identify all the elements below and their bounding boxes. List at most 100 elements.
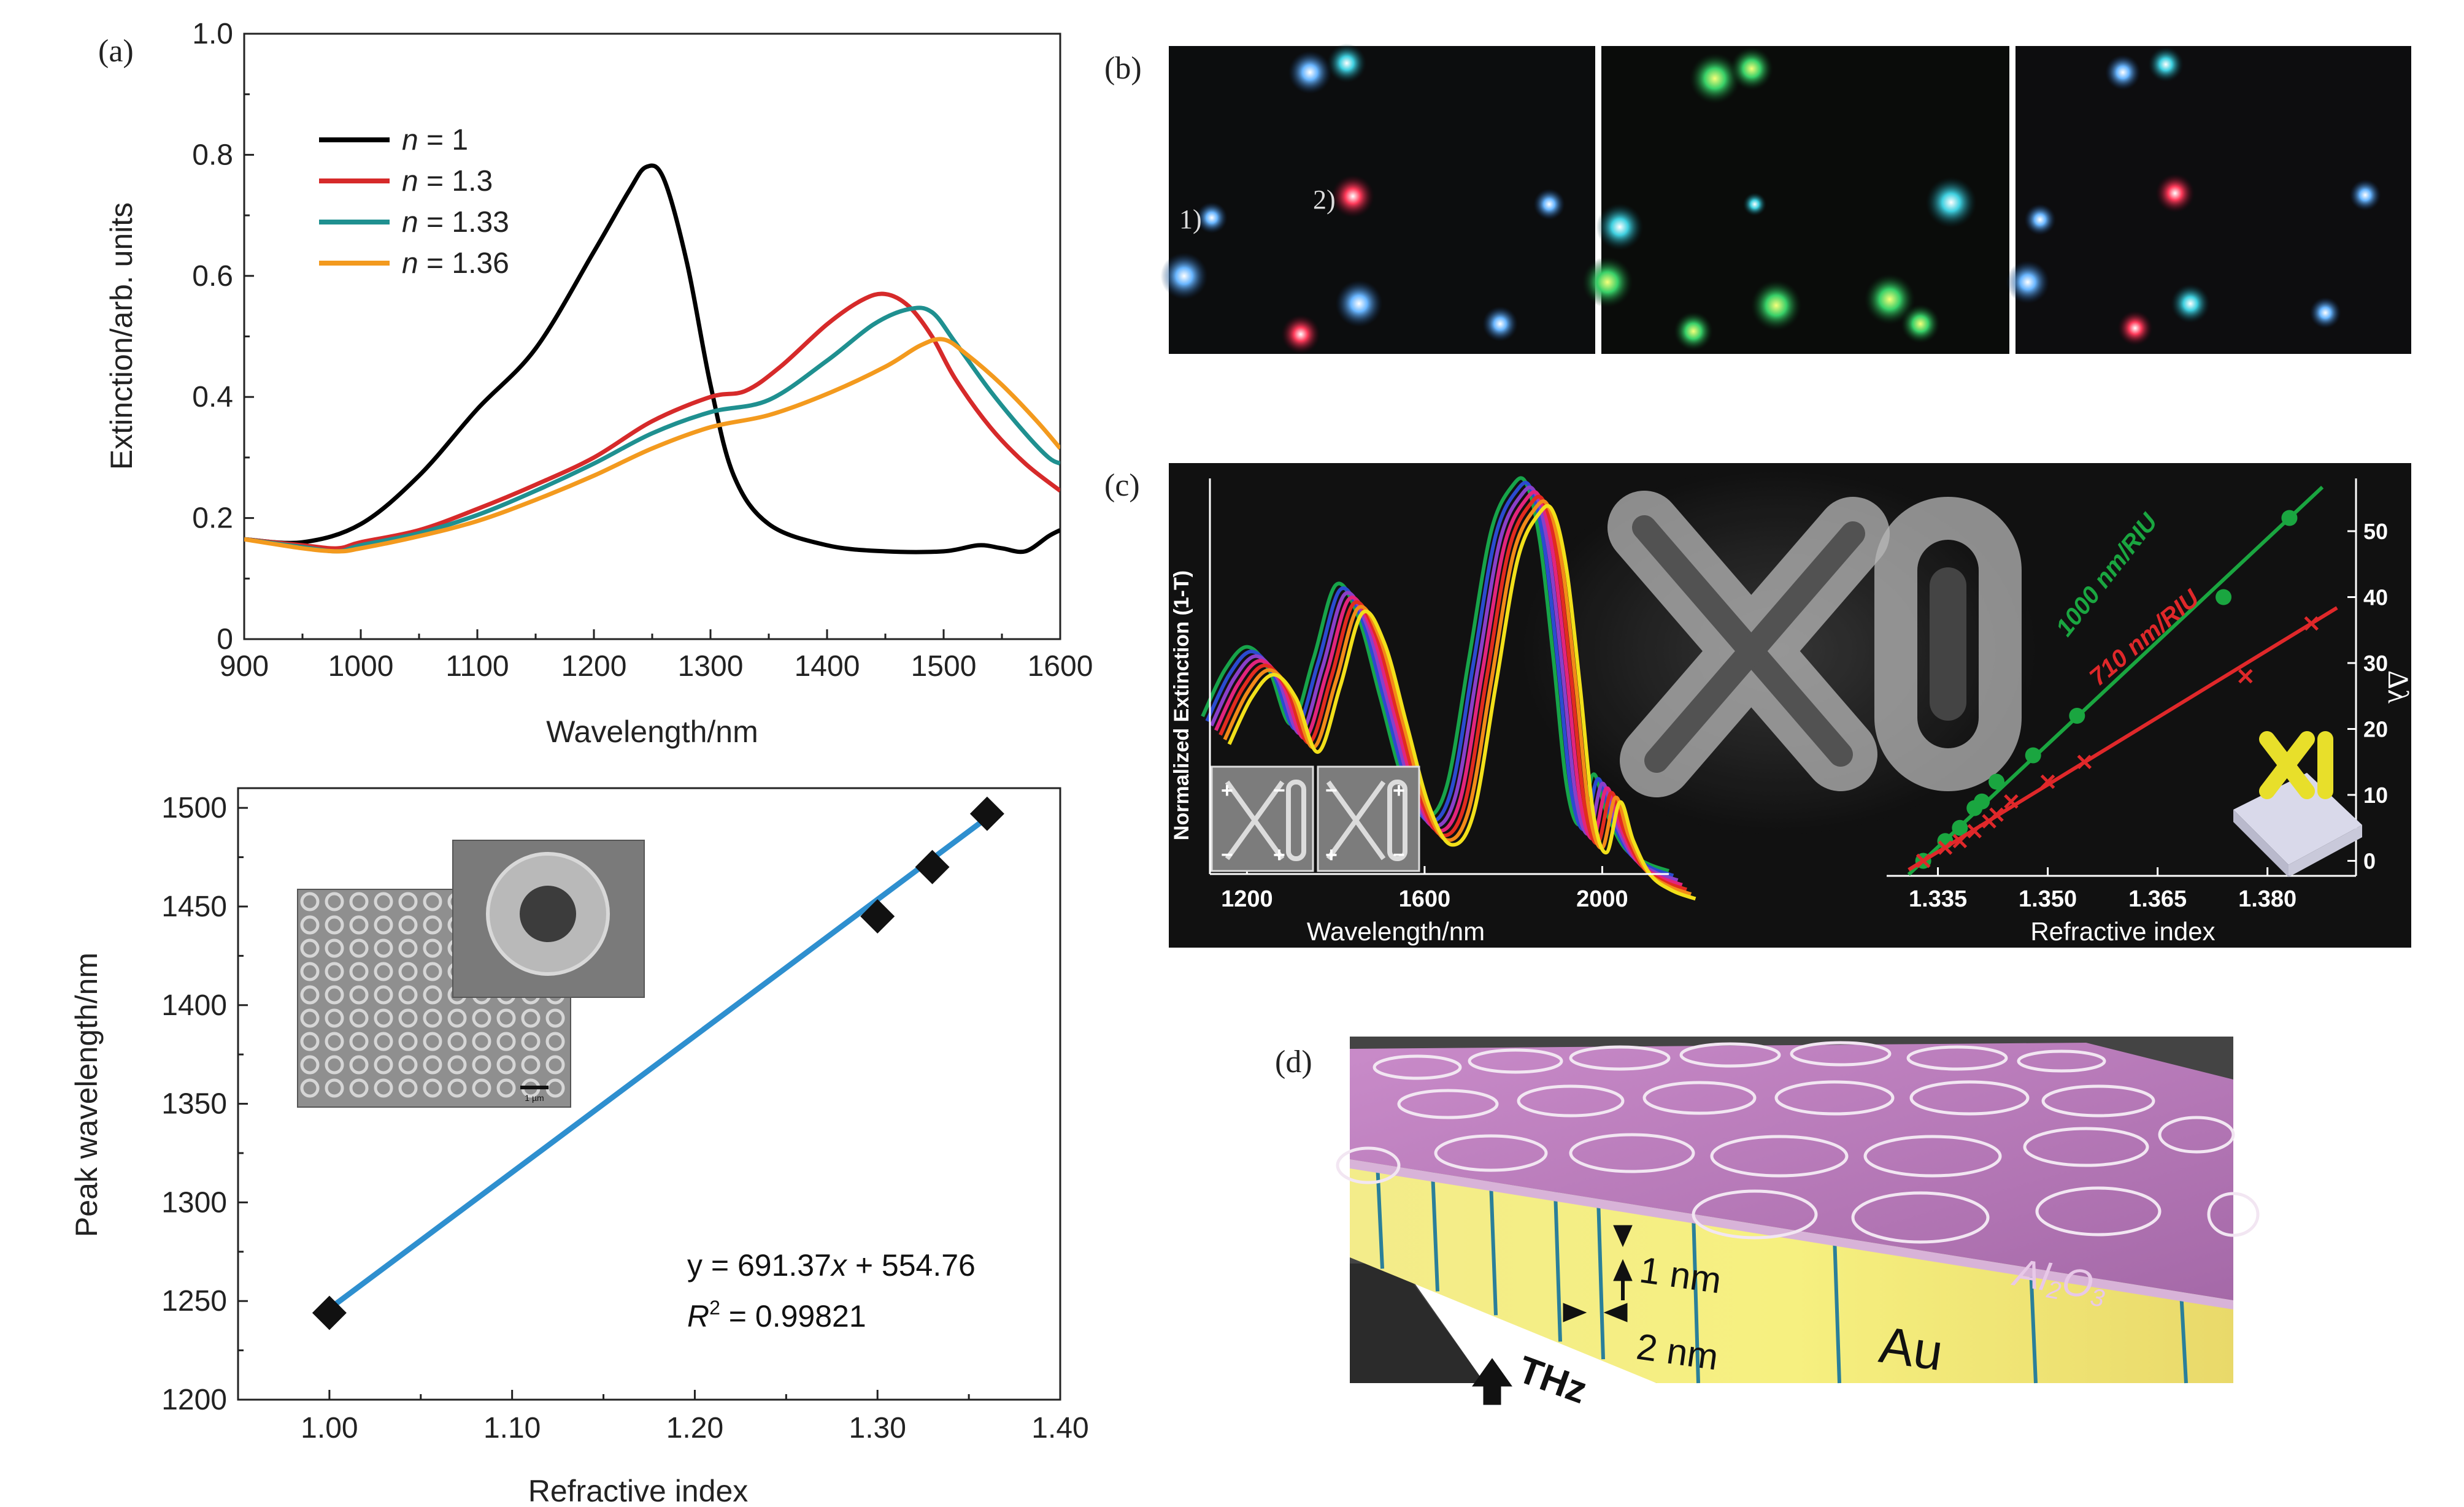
al2o3-ring: [1851, 1191, 1990, 1244]
sensitivity-point: [2238, 669, 2253, 684]
sensitivity-point: [2281, 510, 2298, 526]
panel-label-c: (c): [1104, 468, 1140, 503]
legend-entry: n = 1.33: [402, 206, 509, 239]
extinction-spectra: 1200 1600 2000: [1201, 476, 1696, 912]
x-tick-label: 1500: [911, 650, 977, 683]
sensitivity-point: [1989, 773, 2005, 790]
series-line-n-1: [244, 163, 1060, 554]
nanoparticle-spot: [1582, 256, 1633, 308]
thz-nanogap-schematic: 1 nm 2 nm Au Al2O3 THz: [1336, 1037, 2260, 1412]
sensitivity-point: [1952, 834, 1968, 849]
series-line-n-1-3: [244, 291, 1060, 551]
nanoparticle-spot: [1331, 174, 1375, 218]
y-tick-label: 1250: [161, 1285, 227, 1317]
nanoparticle-spot: [2349, 179, 2381, 211]
al2o3-ring: [1710, 1135, 1849, 1178]
nanoparticle-spot: [2171, 284, 2210, 323]
nanogap-line: [2179, 1292, 2188, 1384]
spectrum-y-label: Normalized Extinction (1-T): [1170, 570, 1193, 840]
nanoparticle-spot: [1674, 312, 1713, 351]
svg-text:−: −: [1221, 843, 1233, 867]
al2o3-ring: [1692, 1189, 1818, 1240]
legend-entry: n = 1.3: [402, 165, 493, 197]
nanoparticle-spot: [1864, 274, 1915, 325]
x-tick-label: 1.10: [483, 1412, 541, 1444]
sensitivity-point: [2304, 616, 2319, 631]
nanoparticle-spot: [2006, 260, 2050, 304]
x-tick-label: 1.40: [1031, 1412, 1088, 1444]
nanoparticle-spot: [1281, 315, 1320, 354]
sensitivity-x-label: Refractive index: [2030, 917, 2215, 946]
y-tick-label: 30: [2363, 651, 2388, 676]
nanoparticle-spot: [1689, 53, 1741, 104]
al2o3-ring: [1468, 1048, 1563, 1074]
panel-label-b: (b): [1104, 51, 1142, 86]
nanogap-line: [2029, 1268, 2038, 1384]
al2o3-ring: [1336, 1146, 1401, 1184]
nanoparticle-spot: [2148, 47, 2184, 82]
sensitivity-point: [2069, 708, 2085, 724]
series-line-n-1-36: [244, 337, 1060, 554]
svg-text:−: −: [1325, 779, 1338, 802]
x-tick-label: 1400: [795, 650, 860, 683]
al2o3-ring: [1642, 1081, 1757, 1115]
xi-sensor-panel: 1200 1600 2000 + − − + − + + − 1.335 1.350: [1169, 463, 2414, 948]
data-point: [969, 796, 1004, 831]
nanoparticle-spot: [2309, 297, 2341, 329]
sensitivity-point: [1967, 824, 1982, 838]
data-points: [312, 796, 1004, 1330]
x-tick-label: 1.30: [849, 1412, 906, 1444]
charge-inset: + − − + − + + −: [1211, 765, 1420, 872]
y-tick-label: 0: [217, 623, 233, 656]
panel-label-d: (d): [1275, 1045, 1312, 1079]
sensitivity-point: [2025, 747, 2041, 764]
legend-entry: n = 1.36: [402, 247, 509, 280]
svg-text:+: +: [1273, 843, 1285, 867]
nanoparticle-spot: [1750, 280, 1802, 331]
chart-peak-wavelength: 1.00 1.10 1.20 1.30 1.40 1200 1250 1300 1350 1400…: [69, 787, 1089, 1507]
svg-text:+: +: [1221, 779, 1233, 802]
nanoparticle-spot: [1327, 44, 1366, 83]
data-point: [915, 849, 950, 884]
y-tick-label: 0.2: [192, 502, 233, 535]
nanogap-line: [1596, 1198, 1605, 1360]
nanoparticle-spot: [1482, 306, 1518, 342]
spectrum-x-label: Wavelength/nm: [1307, 917, 1485, 946]
x-axis-label: Wavelength/nm: [546, 715, 758, 749]
y-tick-label: 40: [2363, 585, 2388, 610]
sensitivity-y-label: Δλ: [2382, 670, 2414, 704]
r-squared: R2 = 0.99821: [687, 1297, 866, 1333]
svg-text:−: −: [1273, 779, 1285, 802]
y-axis-label: Extinction/arb. units: [104, 202, 139, 470]
x-tick-label: 1000: [328, 650, 394, 683]
nanoparticle-spot: [1742, 192, 1767, 217]
y-axis-label: Peak wavelength/nm: [69, 953, 104, 1237]
al2o3-ring: [1397, 1089, 1499, 1119]
nanoparticle-spot: [1596, 203, 1644, 251]
al2o3-ring: [1569, 1133, 1695, 1173]
al2o3-ring: [2017, 1049, 2106, 1073]
x-axis-label: Refractive index: [528, 1474, 749, 1507]
darkfield-images: 1) 2): [1160, 44, 2411, 354]
nanoparticle-spot: [2117, 310, 2153, 346]
nanoparticle-spot: [1335, 280, 1383, 328]
al2o3-ring: [1434, 1134, 1548, 1172]
y-tick-label: 1500: [161, 792, 227, 824]
legend-entry: n = 1: [402, 124, 468, 156]
legend: n = 1 n = 1.3 n = 1.33 n = 1.36: [319, 124, 509, 280]
x-tick-label: 2000: [1576, 886, 1628, 912]
xi-3d-render: [2233, 731, 2362, 877]
nanoparticle-spot: [1925, 177, 1977, 228]
data-point: [312, 1295, 347, 1330]
fit-equation: y = 691.37x + 554.76: [687, 1248, 976, 1283]
al2o3-ring: [1569, 1045, 1671, 1071]
y-tick-label: 0.6: [192, 260, 233, 293]
y-tick-label: 1.0: [192, 18, 233, 50]
al2o3-ring: [2207, 1192, 2260, 1237]
x-tick-label: 1.350: [2019, 886, 2077, 912]
particle-label-2: 2): [1313, 185, 1336, 215]
sensitivity-point: [2004, 794, 2019, 809]
al2o3-ring: [2023, 1127, 2149, 1167]
nanoparticle-spot: [1196, 202, 1228, 234]
y-tick-label: 1200: [161, 1384, 227, 1416]
